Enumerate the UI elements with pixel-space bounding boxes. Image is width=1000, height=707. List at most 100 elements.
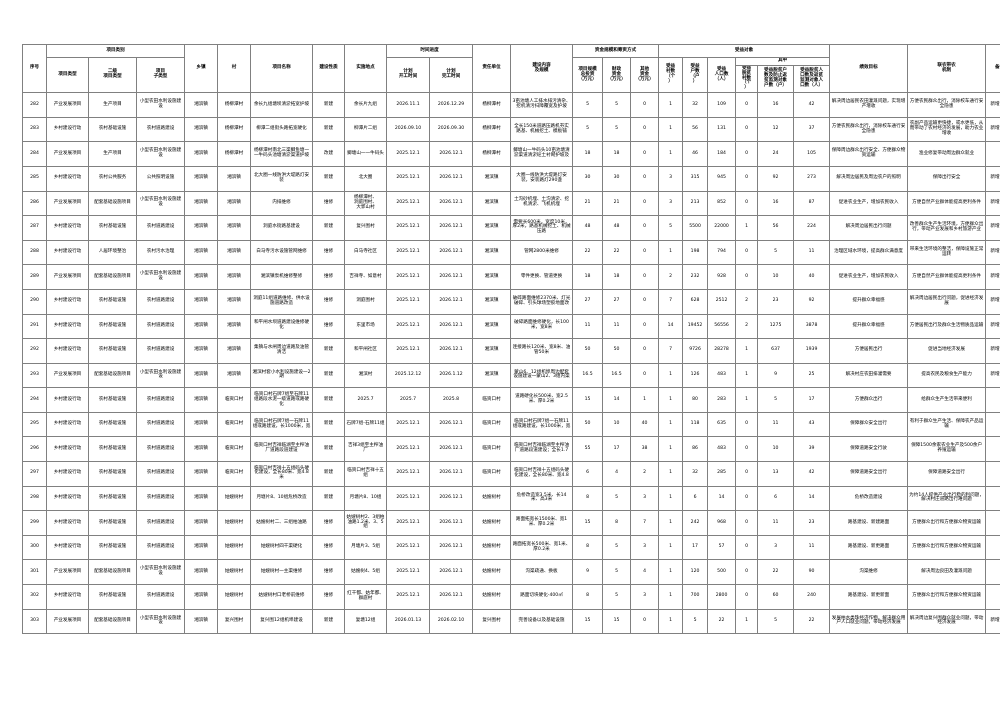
row-beneficiary-villages: 1: [658, 362, 684, 389]
row-project-type: 乡村建设行动: [46, 116, 89, 143]
row-total-investment: 55: [572, 436, 604, 463]
row-beneficiary-households: 86: [682, 436, 709, 463]
row-benefit-poor-villages: 0: [735, 165, 759, 192]
row-seq: 296: [22, 436, 47, 463]
row-content-scale: 临资口村石牌7组一石牌11组或路建设，长1000米，宽: [510, 411, 574, 438]
row-implementation-site: 姑嫂树4、5组: [344, 559, 388, 586]
table-row[interactable]: 286 产业发展项目 配套基础设施项目 小型农田水利设施建设 湘滨镇 湘滨镇 内排维修 维修杨…: [22, 190, 1000, 217]
row-township: 湘滨镇: [184, 313, 219, 340]
row-fiscal-funds: 30: [602, 165, 632, 192]
row-total-investment: 27: [572, 288, 604, 315]
row-construction-nature: 维修: [312, 510, 346, 536]
row-beneficiary-population: 928: [707, 264, 737, 290]
row-responsible-unit: 杨柳潭村: [472, 92, 512, 118]
table-row[interactable]: 293 产业发展项目 配套基础设施项目 小型农田水利设施建设 湘滨镇 湘滨镇 湘滨村套小水利…: [22, 362, 1000, 389]
row-implementation-site: 洞庭围村: [344, 288, 388, 315]
row-benefit-poor-population: 273: [793, 165, 831, 192]
row-planned-start: 2025.12.12: [386, 362, 431, 389]
row-village: 湘滨镇: [217, 239, 252, 266]
row-benefit-poor-population: 37: [793, 116, 831, 143]
row-project-name: 集镇与水闸周边道路及油管清洁: [250, 338, 314, 364]
table-row[interactable]: 298 乡村建设行动 农村基础设施 农村道路建设 湘滨镇 姑嫂树村 月塘片8、10组危桥改造…: [22, 485, 1000, 512]
row-asset-management: 为约14人提供产业出行稳的利问题，解决村庄道路出行难问题: [907, 485, 987, 512]
row-remarks: [985, 534, 1000, 561]
table-row[interactable]: 285 乡村建设行动 农村公共服务 公共照明设施 湘滨镇 湘滨镇 北大圈一线防洪大堤路灯安装…: [22, 165, 1000, 192]
table-row[interactable]: 300 乡村建设行动 农村基础设施 农村道路建设 湘滨镇 姑嫂树村 姑嫂树村四干渠硬化 维修月…: [22, 534, 1000, 561]
row-village: 姑嫂树村: [217, 584, 252, 610]
row-project-subtype: 小型农田水利设施建设: [135, 362, 186, 389]
table-row[interactable]: 296 乡村建设行动 农村基础设施 农村道路建设 湘滨镇 临资口村 临资口村吉祥临湖至主榨油…: [22, 436, 1000, 463]
row-asset-management: 方便自然产业群体能提高更利条件: [907, 264, 987, 290]
row-benefit-poor-households: 16: [757, 92, 795, 118]
row-benefit-poor-villages: 1: [735, 608, 759, 635]
row-implementation-site: 东里市场: [344, 313, 388, 340]
row-project-type: 产业发展项目: [46, 141, 89, 167]
table-row[interactable]: 291 乡村建设行动 农村基础设施 农村道路建设 湘滨镇 湘滨镇 和平闸水坝道路建设维修硬化…: [22, 313, 1000, 340]
row-project-name: 姑嫂树村口老桥前维修: [250, 584, 314, 610]
row-beneficiary-population: 283: [707, 387, 737, 413]
row-implementation-site: 复兴围村: [344, 215, 388, 241]
row-planned-start: 2025.12.1: [386, 165, 431, 192]
table-row[interactable]: 297 乡村建设行动 农村基础设施 农村道路建设 湘滨镇 临资口村 临资口村吉祥十五组码头硬…: [22, 461, 1000, 487]
row-construction-nature: 维修: [312, 190, 346, 217]
row-benefit-poor-villages: 0: [735, 534, 759, 561]
table-row[interactable]: 302 乡村建设行动 农村基础设施 农村道路建设 湘滨镇 姑嫂树村 姑嫂树村口老桥前维修 维修…: [22, 584, 1000, 610]
row-benefit-poor-population: 22: [793, 608, 831, 635]
row-beneficiary-households: 19452: [682, 313, 709, 340]
row-beneficiary-villages: 1: [658, 436, 684, 463]
row-performance-goal: 方便群众出行: [829, 387, 909, 413]
table-row[interactable]: 284 产业发展项目 生产项目 小型农田水利设施建设 湘滨镇 杨柳潭村 杨柳潭村南北三渠鲫鱼…: [22, 141, 1000, 167]
table-row[interactable]: 283 乡村建设行动 农村基础设施 农村道路建设 湘滨镇 杨柳潭村 柳潭二组街头路拓宽硬化新…: [22, 116, 1000, 143]
header-responsible-unit: 责任单位: [472, 43, 512, 94]
table-row[interactable]: 287 乡村建设行动 农村基础设施 农村道路建设 湘滨镇 湘滨镇 洞庭水街路基建设 新建 复兴围…: [22, 215, 1000, 241]
row-implementation-site: 余长片九组: [344, 92, 388, 118]
row-benefit-poor-households: 11: [757, 411, 795, 438]
row-remarks: [985, 436, 1000, 463]
row-second-level-type: 农村公共服务: [88, 165, 137, 192]
row-second-level-type: 农村基础设施: [88, 411, 137, 438]
row-construction-nature: 新建: [312, 362, 346, 389]
row-fiscal-funds: 5: [602, 584, 632, 610]
header-beneficiary-population: 受益 人口数 （人）: [707, 56, 737, 94]
row-planned-finish: 2026.12.1: [429, 239, 474, 266]
table-row[interactable]: 299 乡村建设行动 农村基础设施 农村道路建设 湘滨镇 姑嫂树村 姑嫂树村二、三组柏油路维…: [22, 510, 1000, 536]
row-benefit-poor-villages: 1: [735, 338, 759, 364]
row-seq: 294: [22, 387, 47, 413]
row-implementation-site: 杨柳潭村、 洞庭围村、 大郭山村: [344, 190, 388, 217]
row-responsible-unit: 临资口村: [472, 411, 512, 438]
row-planned-start: 2025.12.1: [386, 239, 431, 266]
table-row[interactable]: 290 乡村建设行动 农村基础设施 农村道路建设 湘滨镇 湘滨镇 洞庭11组道路维修、供水设…: [22, 288, 1000, 315]
table-row[interactable]: 294 乡村建设行动 农村基础设施 农村道路建设 湘滨镇 临资口村 临资口村石牌7组至石牌1…: [22, 387, 1000, 413]
row-asset-management: 农副产品运输更快捷，或水更低，从而带动了农村经济的发展，助力农业增收: [907, 116, 987, 143]
row-benefit-poor-households: 11: [757, 510, 795, 536]
row-second-level-type: 配套基础设施项目: [88, 608, 137, 635]
row-project-type: 乡村建设行动: [46, 288, 89, 315]
row-seq: 297: [22, 461, 47, 487]
row-implementation-site: 复塘12组: [344, 608, 388, 635]
header-remarks: 备注: [985, 43, 1000, 94]
row-benefit-poor-households: 10: [757, 436, 795, 463]
table-row[interactable]: 289 产业发展项目 配套基础设施项目 小型农田水利设施建设 湘滨镇 湘滨镇 湘滨镇泵机维修…: [22, 264, 1000, 290]
row-seq: 299: [22, 510, 47, 536]
row-village: 杨柳潭村: [217, 141, 252, 167]
row-total-investment: 8: [572, 534, 604, 561]
row-beneficiary-villages: 1: [658, 485, 684, 512]
row-beneficiary-households: 5: [682, 608, 709, 635]
table-row[interactable]: 288 乡村建设行动 人居环境整治 农村污水治理 湘滨镇 湘滨镇 白马寺污水设施管网维修 维修…: [22, 239, 1000, 266]
row-project-name: 余长九组塘坝清淤拓宽护坡: [250, 92, 314, 118]
table-row[interactable]: 303 产业发展项目 配套基础设施项目 小型农田水利设施建设 湘滨镇 复兴围村 复兴围12组…: [22, 608, 1000, 635]
row-beneficiary-villages: 1: [658, 584, 684, 610]
row-implementation-site: 姑嫂树村2、3组柏油路1.2米、3、5组: [344, 510, 388, 536]
table-row[interactable]: 282 产业发展项目 生产项目 小型农田水利设施建设 湘滨镇 杨柳潭村 余长九组塘坝清淤拓宽…: [22, 92, 1000, 118]
row-beneficiary-households: 32: [682, 92, 709, 118]
row-beneficiary-population: 184: [707, 141, 737, 167]
row-beneficiary-villages: 7: [658, 338, 684, 364]
table-row[interactable]: 295 乡村建设行动 农村基础设施 农村道路建设 湘滨镇 临资口村 临资口村石牌7组一石牌1…: [22, 411, 1000, 438]
row-seq: 289: [22, 264, 47, 290]
row-project-type: 乡村建设行动: [46, 584, 89, 610]
row-second-level-type: 农村基础设施: [88, 387, 137, 413]
table-row[interactable]: 292 乡村建设行动 农村基础设施 农村道路建设 湘滨镇 湘滨镇 集镇与水闸周边道路及油管清…: [22, 338, 1000, 364]
row-performance-goal: 促进农业生产，增加农民收入: [829, 264, 909, 290]
table-row[interactable]: 301 产业发展项目 配套基础设施项目 小型农田水利设施建设 湘滨镇 姑嫂树村 姑嫂树村一主…: [22, 559, 1000, 586]
